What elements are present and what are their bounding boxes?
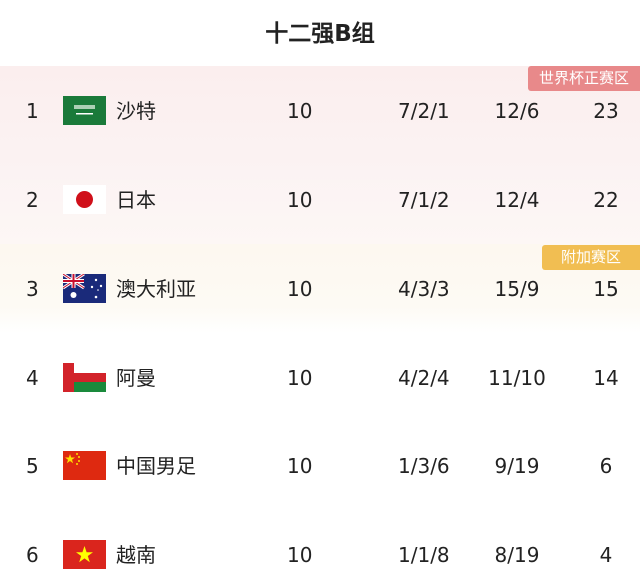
world-cup-zone-badge: 世界杯正赛区 xyxy=(528,66,640,91)
points: 22 xyxy=(593,188,619,212)
table-row: 5 中国男足 10 1/3/6 9/19 6 xyxy=(0,446,640,486)
win-draw-loss: 7/2/1 xyxy=(398,99,450,123)
australia-flag-icon xyxy=(63,274,106,303)
points: 6 xyxy=(599,454,613,478)
table-row: 3 澳大利亚 10 4/3/3 15/9 15 xyxy=(0,269,640,309)
rank: 1 xyxy=(26,99,39,123)
win-draw-loss: 7/1/2 xyxy=(398,188,450,212)
team-name: 澳大利亚 xyxy=(116,277,196,301)
played: 10 xyxy=(287,277,313,301)
win-draw-loss: 4/2/4 xyxy=(398,366,450,390)
table-row: 1 沙特 10 7/2/1 12/6 23 xyxy=(0,91,640,131)
team-name: 阿曼 xyxy=(116,366,156,390)
win-draw-loss: 1/1/8 xyxy=(398,543,450,567)
played: 10 xyxy=(287,454,313,478)
team-name: 沙特 xyxy=(116,99,156,123)
playoff-zone xyxy=(0,244,640,333)
win-draw-loss: 4/3/3 xyxy=(398,277,450,301)
played: 10 xyxy=(287,188,313,212)
table-row: 2 日本 10 7/1/2 12/4 22 xyxy=(0,180,640,220)
rank: 4 xyxy=(26,366,39,390)
rank: 6 xyxy=(26,543,39,567)
goals: 12/4 xyxy=(494,188,540,212)
win-draw-loss: 1/3/6 xyxy=(398,454,450,478)
team-name: 越南 xyxy=(116,543,156,567)
played: 10 xyxy=(287,99,313,123)
rank: 3 xyxy=(26,277,39,301)
points: 23 xyxy=(593,99,619,123)
points: 15 xyxy=(593,277,619,301)
played: 10 xyxy=(287,543,313,567)
rank: 2 xyxy=(26,188,39,212)
goals: 11/10 xyxy=(488,366,546,390)
goals: 15/9 xyxy=(494,277,540,301)
saudi-arabia-flag-icon xyxy=(63,96,106,125)
world-cup-zone xyxy=(0,66,640,244)
vietnam-flag-icon xyxy=(63,540,106,569)
japan-flag-icon xyxy=(63,185,106,214)
playoff-zone-badge: 附加赛区 xyxy=(542,245,640,270)
played: 10 xyxy=(287,366,313,390)
goals: 12/6 xyxy=(494,99,540,123)
goals: 8/19 xyxy=(494,543,540,567)
table-row: 4 阿曼 10 4/2/4 11/10 14 xyxy=(0,358,640,398)
china-flag-icon xyxy=(63,451,106,480)
page-title: 十二强B组 xyxy=(265,21,375,47)
table-row: 6 越南 10 1/1/8 8/19 4 xyxy=(0,535,640,575)
goals: 9/19 xyxy=(494,454,540,478)
team-name: 中国男足 xyxy=(116,454,196,478)
points: 4 xyxy=(599,543,613,567)
oman-flag-icon xyxy=(63,363,106,392)
points: 14 xyxy=(593,366,619,390)
rank: 5 xyxy=(26,454,39,478)
team-name: 日本 xyxy=(116,188,156,212)
